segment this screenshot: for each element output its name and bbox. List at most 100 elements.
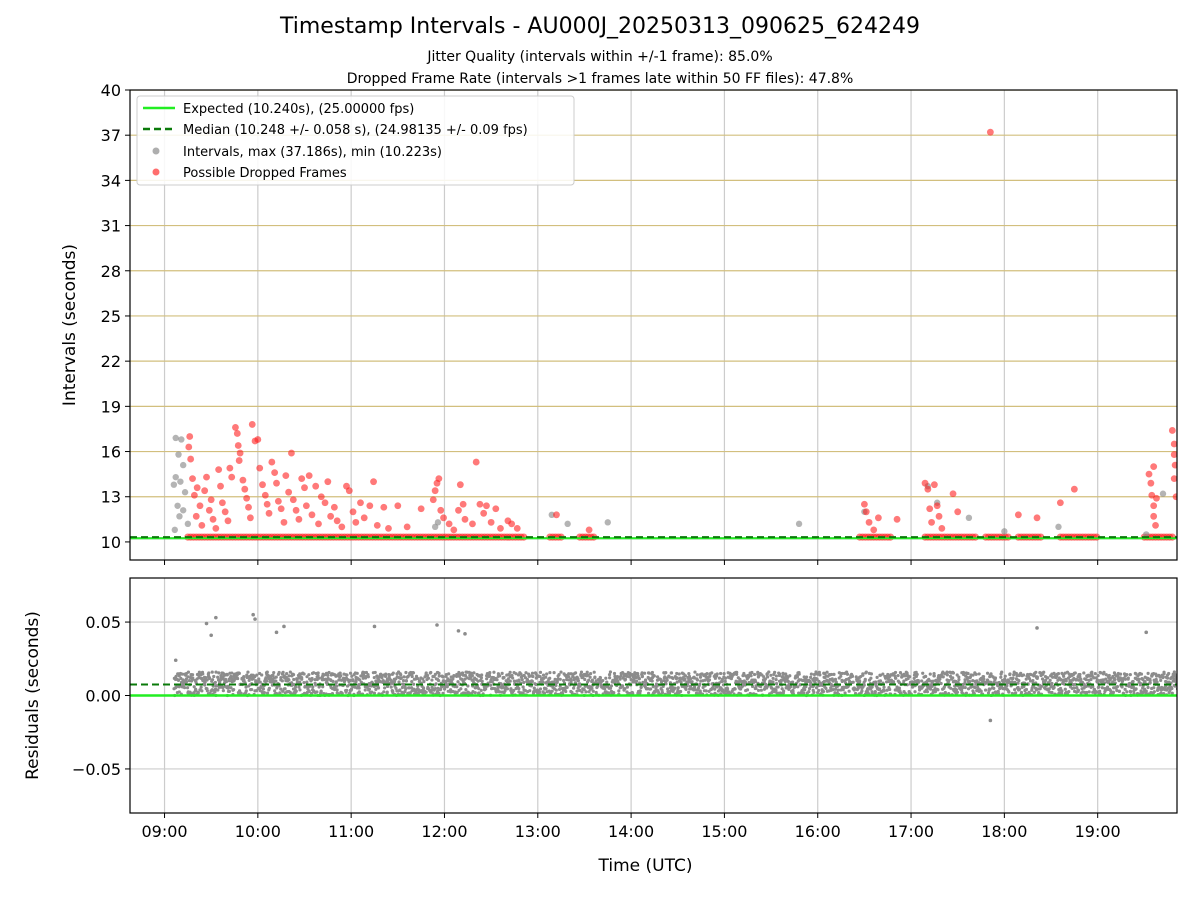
residual-point: [1090, 670, 1094, 674]
residual-point: [455, 685, 459, 689]
residual-point: [274, 675, 278, 679]
residual-point: [988, 687, 992, 691]
residual-point: [590, 686, 594, 690]
residual-point: [285, 672, 289, 676]
x-axis-label: Time (UTC): [598, 856, 693, 876]
residual-point: [840, 679, 844, 684]
residual-point: [278, 691, 282, 695]
residual-point: [362, 673, 366, 677]
residual-point: [821, 689, 826, 694]
residual-point: [925, 690, 930, 694]
residual-point: [1128, 690, 1133, 694]
residual-point: [646, 691, 651, 695]
residual-point: [564, 689, 568, 694]
residual-point: [214, 670, 218, 674]
residual-point: [230, 677, 234, 681]
residual-point: [1165, 676, 1170, 680]
dropped-frame-point: [205, 506, 213, 514]
residual-point: [246, 670, 250, 674]
dropped-frame-point: [874, 514, 882, 522]
residual-point: [1016, 681, 1020, 685]
residual-point: [711, 684, 715, 689]
residual-point: [902, 679, 906, 683]
residual-point: [1128, 673, 1132, 677]
residual-point: [207, 676, 212, 681]
dropped-frame-point: [218, 499, 226, 507]
residual-point: [440, 684, 444, 689]
dropped-frame-point: [461, 515, 469, 523]
legend-entry-label: Possible Dropped Frames: [183, 166, 347, 181]
residual-point: [931, 679, 935, 683]
residual-point: [964, 691, 969, 695]
residual-point: [979, 689, 983, 693]
residual-point: [517, 686, 521, 691]
residual-point: [572, 686, 576, 690]
dropped-frame-point: [553, 511, 560, 519]
residual-point: [254, 689, 259, 693]
residual-point: [841, 688, 845, 692]
residual-point: [960, 688, 964, 692]
residual-point: [621, 684, 625, 688]
residual-point: [569, 679, 573, 683]
residual-outlier-point: [274, 630, 279, 635]
residual-point: [1040, 684, 1044, 688]
residual-point: [673, 686, 677, 690]
residual-point: [1118, 676, 1123, 680]
residual-point: [589, 672, 593, 676]
residual-point: [464, 687, 468, 692]
residual-point: [753, 678, 757, 682]
residual-point: [232, 688, 236, 692]
dropped-frame-point: [268, 458, 276, 466]
residual-point: [679, 680, 683, 684]
residual-point: [896, 673, 900, 678]
residual-point: [742, 671, 746, 676]
residual-point: [326, 673, 330, 678]
residual-point: [271, 673, 275, 677]
dropped-frame-point: [228, 473, 236, 481]
residual-point: [939, 681, 943, 686]
residual-point: [532, 686, 536, 690]
dropped-frame-point: [497, 524, 504, 532]
dropped-frame-point: [1056, 499, 1064, 507]
dropped-frame-point: [327, 512, 335, 520]
residual-point: [774, 682, 779, 686]
residual-point: [591, 689, 595, 693]
residual-point: [786, 679, 790, 684]
interval-point: [174, 502, 181, 509]
y-tick-label: 0.00: [85, 687, 121, 706]
residual-point: [339, 674, 343, 678]
residual-point: [769, 673, 773, 677]
residual-point: [638, 689, 642, 693]
y-tick-label: 19: [101, 397, 121, 416]
dropped-frame-point: [870, 526, 878, 534]
residual-point: [878, 679, 883, 683]
residual-point: [1024, 687, 1029, 692]
residual-point: [544, 687, 548, 691]
residual-point: [687, 690, 691, 694]
dropped-frame-point: [315, 520, 322, 528]
residual-point: [293, 685, 298, 689]
residual-point: [425, 673, 430, 678]
residual-point: [463, 691, 467, 695]
residual-point: [441, 675, 445, 679]
residual-point: [787, 687, 791, 691]
residual-point: [521, 685, 525, 689]
residual-point: [1050, 681, 1054, 686]
residual-point: [433, 672, 437, 676]
dropped-frame-point: [373, 521, 381, 529]
residual-point: [981, 675, 985, 679]
residual-point: [236, 676, 240, 681]
residual-point: [242, 675, 246, 679]
dropped-frame-point: [330, 503, 338, 511]
residual-point: [213, 680, 217, 685]
residual-point: [562, 678, 566, 683]
residual-point: [1032, 690, 1036, 695]
residual-point: [778, 672, 782, 676]
residual-point: [592, 670, 596, 674]
residual-point: [498, 674, 502, 678]
residual-point: [679, 689, 683, 694]
residual-point: [1111, 680, 1115, 684]
dropped-frame-point: [209, 515, 217, 523]
dropped-frame-point: [926, 505, 934, 513]
residual-point: [1013, 680, 1017, 684]
